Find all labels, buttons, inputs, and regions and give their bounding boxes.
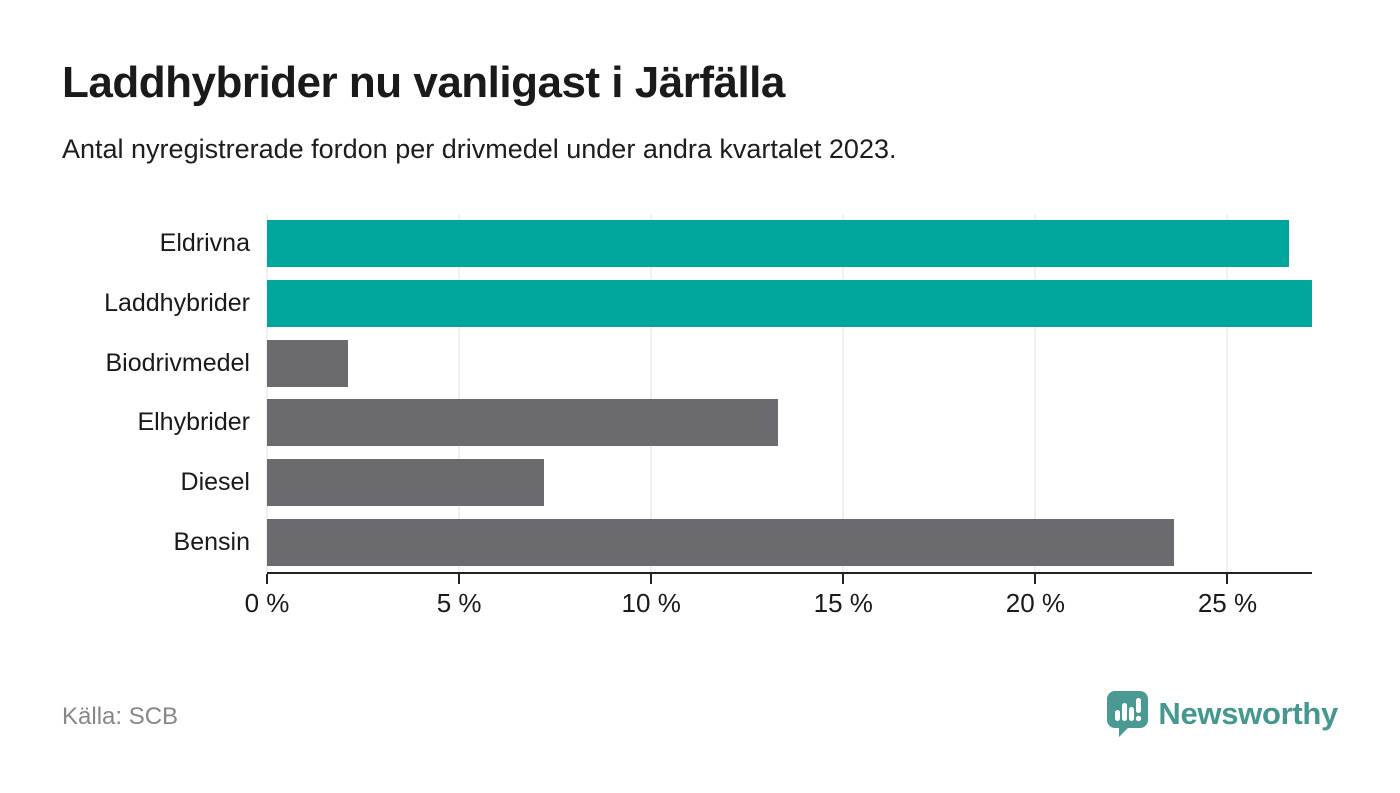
category-label: Laddhybrider: [104, 289, 250, 317]
category-label: Diesel: [180, 468, 250, 497]
source-note: Källa: SCB: [62, 703, 179, 730]
bar-diesel: [267, 459, 544, 507]
category-label: Elhybrider: [137, 408, 250, 437]
x-tick-mark: [458, 574, 461, 584]
category-label: Biodrivmedel: [105, 348, 250, 377]
gridline: [842, 214, 844, 572]
x-tick-mark: [842, 574, 845, 584]
chart-title: Laddhybrider nu vanligast i Järfälla: [62, 58, 785, 107]
gridline: [458, 214, 460, 572]
newsworthy-wordmark: Newsworthy: [1158, 696, 1338, 731]
chart-row: Diesel: [0, 453, 1312, 513]
x-axis: 0 % 5 % 10 % 15 % 20 % 25 %: [245, 572, 1312, 622]
bar-track: [267, 459, 1312, 507]
gridline: [1034, 214, 1036, 572]
chart-subtitle: Antal nyregistrerade fordon per drivmede…: [62, 134, 897, 164]
newsworthy-icon: [1107, 691, 1149, 737]
bar-track: [267, 339, 1312, 387]
chart-row: Bensin: [0, 512, 1312, 572]
bar-track: [267, 518, 1312, 566]
gridline: [650, 214, 652, 572]
bar-biodrivmedel: [267, 339, 348, 387]
bar-track: [267, 280, 1312, 327]
x-tick-label: 20 %: [1005, 588, 1066, 618]
x-tick-label: 15 %: [813, 588, 873, 618]
category-label: Bensin: [173, 527, 250, 556]
bar-laddhybrider: [267, 280, 1312, 327]
newsworthy-logo: Newsworthy: [1106, 690, 1338, 738]
chart-row: Laddhybrider: [0, 274, 1312, 334]
gridline: [266, 214, 268, 572]
x-tick-mark: [650, 574, 653, 584]
chart-row: Elhybrider: [0, 393, 1312, 453]
x-tick-label: 5 %: [436, 588, 482, 618]
x-tick-label: 25 %: [1197, 588, 1258, 618]
bar-eldrivna: [267, 220, 1289, 268]
bar-chart: Eldrivna Laddhybrider Biodrivmedel Elhybrid…: [0, 214, 1312, 572]
category-label: Eldrivna: [159, 229, 250, 258]
gridline: [1226, 214, 1228, 572]
plot-gridlines: [266, 214, 1312, 572]
bar-elhybrider: [267, 399, 778, 447]
x-tick-mark: [1034, 574, 1037, 584]
x-tick-mark: [1226, 574, 1229, 584]
x-tick-label: 10 %: [621, 588, 681, 618]
x-tick-mark: [266, 574, 268, 584]
x-tick-label: 0 %: [244, 588, 290, 618]
bar-bensin: [267, 518, 1174, 566]
bar-track: [267, 220, 1312, 268]
chart-row: Biodrivmedel: [0, 333, 1312, 393]
bar-track: [267, 399, 1312, 447]
chart-row: Eldrivna: [0, 214, 1312, 274]
